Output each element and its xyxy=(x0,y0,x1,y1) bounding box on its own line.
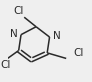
Text: Cl: Cl xyxy=(73,48,84,58)
Text: N: N xyxy=(53,31,60,41)
Text: Cl: Cl xyxy=(13,6,24,16)
Text: Cl: Cl xyxy=(1,60,11,70)
Text: N: N xyxy=(10,29,18,39)
